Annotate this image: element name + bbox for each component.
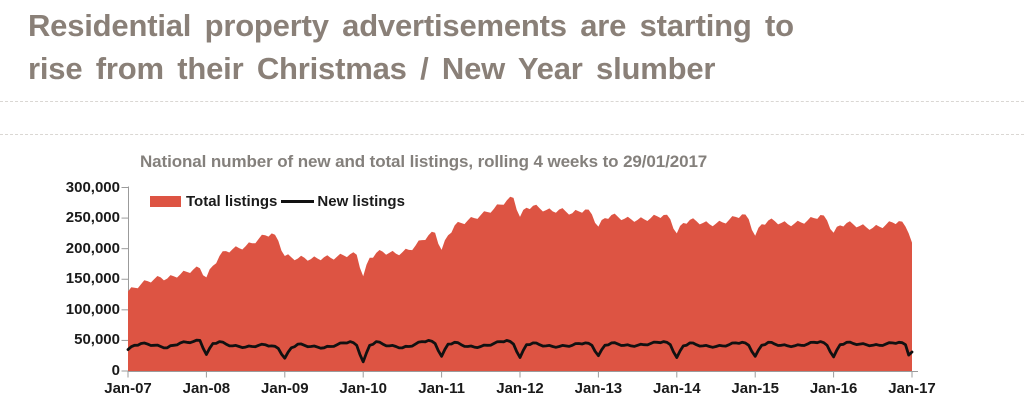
legend-label-new-listings: New listings	[317, 192, 405, 210]
header-divider-rule	[0, 101, 1024, 102]
page-title-line2: rise from their Christmas / New Year slu…	[28, 51, 716, 86]
x-axis-label: Jan-09	[261, 380, 309, 397]
y-axis-label: 0	[111, 362, 120, 379]
y-axis-label: 250,000	[65, 209, 120, 227]
page-title: Residential property advertisements are …	[28, 4, 1008, 90]
x-axis-label: Jan-13	[574, 380, 623, 397]
x-axis-label: Jan-07	[104, 380, 152, 397]
x-axis-label: Jan-16	[809, 380, 858, 397]
y-axis-label: 100,000	[65, 300, 120, 318]
chart-title: National number of new and total listing…	[140, 152, 708, 171]
x-axis-label: Jan-11	[418, 380, 465, 397]
x-axis-label: Jan-17	[888, 380, 936, 397]
y-axis-label: 50,000	[74, 331, 120, 349]
x-axis-label: Jan-08	[182, 380, 231, 397]
y-axis-label: 200,000	[65, 239, 120, 257]
total-listings-swatch-icon	[150, 195, 181, 207]
chart-legend: Total listings New listings	[150, 192, 405, 210]
new-listings-line-icon	[281, 199, 315, 203]
page-title-line1: Residential property advertisements are …	[28, 8, 794, 43]
x-axis-label: Jan-15	[731, 380, 779, 397]
x-axis-label: Jan-12	[496, 380, 544, 397]
y-axis-label: 300,000	[65, 178, 120, 196]
x-axis-label: Jan-14	[653, 380, 701, 397]
x-axis-label: Jan-10	[339, 380, 387, 397]
y-axis-label: 150,000	[65, 270, 120, 288]
chart-section-divider-rule	[0, 134, 1024, 135]
legend-label-total-listings: Total listings	[186, 192, 278, 210]
